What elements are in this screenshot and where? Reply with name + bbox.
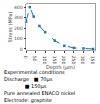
- svg-text:200: 200: [14, 26, 23, 31]
- svg-text:400: 400: [14, 5, 23, 10]
- svg-text:350: 350: [90, 56, 95, 65]
- svg-text:Stress (MPa): Stress (MPa): [7, 11, 13, 42]
- svg-text:Discharge ■ 70μs: Discharge ■ 70μs: [4, 76, 53, 83]
- svg-text:200: 200: [61, 56, 66, 65]
- svg-text:100: 100: [14, 36, 23, 41]
- svg-text:Depth (μm): Depth (μm): [46, 64, 75, 71]
- svg-text:250: 250: [71, 56, 76, 65]
- svg-text:100: 100: [42, 56, 47, 65]
- svg-text:300: 300: [80, 56, 85, 65]
- svg-text:150: 150: [52, 56, 57, 65]
- svg-text:50: 50: [32, 56, 37, 62]
- svg-text:300: 300: [14, 15, 23, 20]
- svg-text:■ 150μs: ■ 150μs: [4, 83, 47, 90]
- svg-text:Electrode: graphite: Electrode: graphite: [4, 97, 52, 104]
- svg-text:Pure annealed ENACO nickel: Pure annealed ENACO nickel: [4, 90, 75, 96]
- svg-text:0: 0: [20, 47, 23, 52]
- svg-text:Experimental conditions: Experimental conditions: [4, 69, 65, 76]
- svg-text:0: 0: [23, 56, 28, 59]
